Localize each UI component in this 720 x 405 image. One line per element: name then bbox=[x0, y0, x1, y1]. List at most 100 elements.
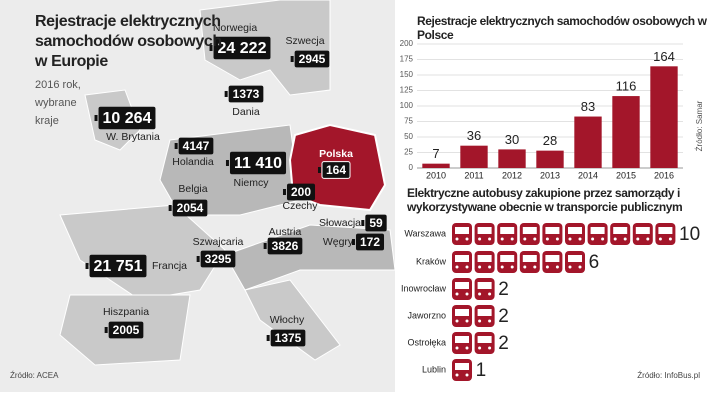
bus-light bbox=[510, 265, 514, 269]
value-badge: 24 222 bbox=[209, 36, 271, 60]
value-badge: 1375 bbox=[266, 329, 306, 347]
y-tick-label: 75 bbox=[404, 117, 413, 126]
bus-light bbox=[510, 237, 514, 241]
bus-group bbox=[452, 332, 495, 354]
value-label: 3826 bbox=[272, 239, 299, 253]
row-label: Kraków bbox=[416, 256, 447, 266]
country-name: Węgry bbox=[323, 236, 354, 248]
value-label: 4147 bbox=[183, 139, 210, 153]
badge-box bbox=[178, 137, 214, 155]
value-badge: 1373 bbox=[224, 85, 264, 103]
badge-box bbox=[108, 321, 144, 339]
bus-light bbox=[523, 237, 527, 241]
bus-window bbox=[545, 255, 560, 262]
bus-window bbox=[455, 363, 469, 370]
badge-box bbox=[355, 233, 385, 251]
badge-plug bbox=[174, 143, 178, 149]
badge-plug bbox=[225, 160, 229, 166]
bus-light bbox=[623, 237, 627, 241]
country-name: Francja bbox=[152, 260, 187, 272]
source: Źródło: InfoBus.pl bbox=[637, 371, 700, 380]
bus-light bbox=[533, 265, 537, 269]
badge-box bbox=[172, 199, 208, 217]
badge-box bbox=[365, 214, 387, 232]
data-label: 7 bbox=[432, 146, 439, 161]
country-name: Czechy bbox=[282, 200, 318, 212]
y-tick-label: 25 bbox=[404, 148, 413, 157]
bus-light bbox=[455, 292, 459, 296]
bus-window bbox=[477, 282, 492, 289]
bus-light bbox=[478, 265, 482, 269]
bar bbox=[650, 66, 678, 168]
value-badge: 200 bbox=[282, 183, 316, 201]
data-label: 2 bbox=[498, 306, 509, 327]
bar-title: Rejestracje elektrycznych samochodów oso… bbox=[417, 14, 707, 42]
bar bbox=[460, 145, 488, 168]
bar bbox=[422, 163, 450, 168]
badge-box bbox=[213, 36, 271, 60]
bus-light bbox=[478, 292, 482, 296]
value-label: 2054 bbox=[177, 201, 204, 215]
value-label: 2945 bbox=[299, 52, 326, 66]
value-label: 1373 bbox=[233, 87, 260, 101]
bar bbox=[612, 96, 640, 168]
value-badge: 164 bbox=[317, 161, 351, 179]
value-label: 2005 bbox=[113, 323, 140, 337]
badge-box bbox=[267, 237, 303, 255]
bar bbox=[498, 149, 526, 168]
y-tick-label: 50 bbox=[404, 132, 413, 141]
bus-light bbox=[478, 237, 482, 241]
country-name: Szwecja bbox=[285, 35, 324, 47]
y-tick-label: 125 bbox=[400, 86, 414, 95]
value-badge: 3295 bbox=[196, 250, 236, 268]
country-name: Norwegia bbox=[213, 22, 258, 34]
value-badge: 2945 bbox=[290, 50, 330, 68]
bus-window bbox=[455, 309, 469, 316]
badge-box bbox=[228, 85, 264, 103]
country-name: Belgia bbox=[178, 183, 207, 195]
bus-light bbox=[591, 237, 595, 241]
value-label: 172 bbox=[360, 235, 380, 249]
bus-light bbox=[500, 237, 504, 241]
bus-window bbox=[658, 227, 673, 234]
bus-light bbox=[478, 346, 482, 350]
data-label: 164 bbox=[653, 49, 675, 64]
data-label: 2 bbox=[498, 333, 509, 354]
x-tick-label: 2015 bbox=[616, 170, 636, 180]
country-name: Szwajcaria bbox=[193, 236, 244, 248]
bar bbox=[536, 150, 564, 168]
bus-light bbox=[658, 237, 662, 241]
bus-light bbox=[601, 237, 605, 241]
bus-light bbox=[646, 237, 650, 241]
bus-light bbox=[568, 265, 572, 269]
country-name: Włochy bbox=[270, 314, 305, 326]
bus-light bbox=[668, 237, 672, 241]
badge-plug bbox=[317, 167, 321, 173]
data-label: 30 bbox=[505, 132, 519, 147]
source: Źródło: ACEA bbox=[10, 371, 59, 380]
row-label: Ostrołęka bbox=[407, 337, 446, 347]
data-label: 28 bbox=[543, 133, 557, 148]
value-label: 164 bbox=[326, 163, 346, 177]
row-label: Jaworzno bbox=[407, 310, 446, 320]
bus-light bbox=[465, 237, 469, 241]
data-label: 2 bbox=[498, 279, 509, 300]
bus-window bbox=[455, 336, 469, 343]
bus-light bbox=[455, 373, 459, 377]
bus-window bbox=[477, 227, 492, 234]
bus-window bbox=[522, 255, 537, 262]
bus-light bbox=[555, 265, 559, 269]
y-tick-label: 0 bbox=[409, 163, 414, 172]
country-name: W. Brytania bbox=[106, 131, 160, 143]
badge-plug bbox=[104, 327, 108, 333]
bus-window bbox=[500, 227, 515, 234]
bus-light bbox=[523, 265, 527, 269]
badge-plug bbox=[209, 45, 213, 51]
bus-light bbox=[455, 237, 459, 241]
bus-light bbox=[465, 265, 469, 269]
value-badge: 172 bbox=[351, 233, 385, 251]
x-tick-label: 2010 bbox=[426, 170, 446, 180]
value-badge: 2005 bbox=[104, 321, 144, 339]
bus-light bbox=[488, 346, 492, 350]
